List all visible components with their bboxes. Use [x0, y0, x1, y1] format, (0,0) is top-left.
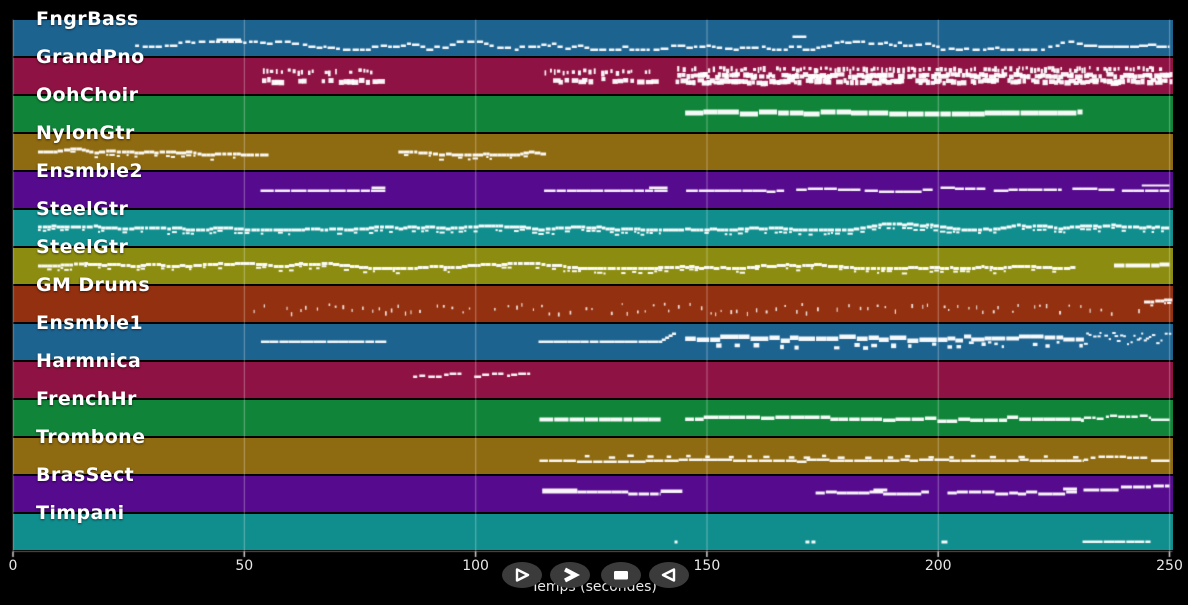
fast-forward-icon	[560, 567, 580, 583]
track-label: Ensmble2	[36, 159, 144, 182]
track-label: GM Drums	[36, 273, 151, 296]
x-tick-label: 100	[462, 558, 489, 574]
play-button[interactable]	[502, 562, 542, 588]
track-label: GrandPno	[36, 45, 145, 68]
rewind-button[interactable]	[649, 562, 689, 588]
track-label: NylonGtr	[36, 121, 135, 144]
rewind-icon	[659, 567, 679, 583]
track-label: BrasSect	[36, 463, 135, 486]
track-label: FngrBass	[36, 7, 139, 30]
x-tick-label: 200	[924, 558, 952, 574]
stop-button[interactable]	[601, 562, 641, 588]
x-tick-label: 0	[8, 558, 18, 574]
play-icon	[512, 567, 532, 583]
stop-icon	[611, 567, 631, 583]
track-label: SteelGtr	[36, 197, 129, 220]
x-tick-label: 250	[1156, 558, 1183, 574]
track-label: Ensmble1	[36, 311, 144, 334]
track-label: Trombone	[36, 425, 146, 448]
x-tick-label: 50	[235, 558, 254, 574]
track-label: Harmnica	[36, 349, 142, 372]
track-label: SteelGtr	[36, 235, 129, 258]
x-tick-label: 150	[693, 558, 721, 574]
track-label: OohChoir	[36, 83, 139, 106]
fast-forward-button[interactable]	[550, 562, 590, 588]
track-label: FrenchHr	[36, 387, 137, 410]
track-label: Timpani	[36, 501, 125, 524]
